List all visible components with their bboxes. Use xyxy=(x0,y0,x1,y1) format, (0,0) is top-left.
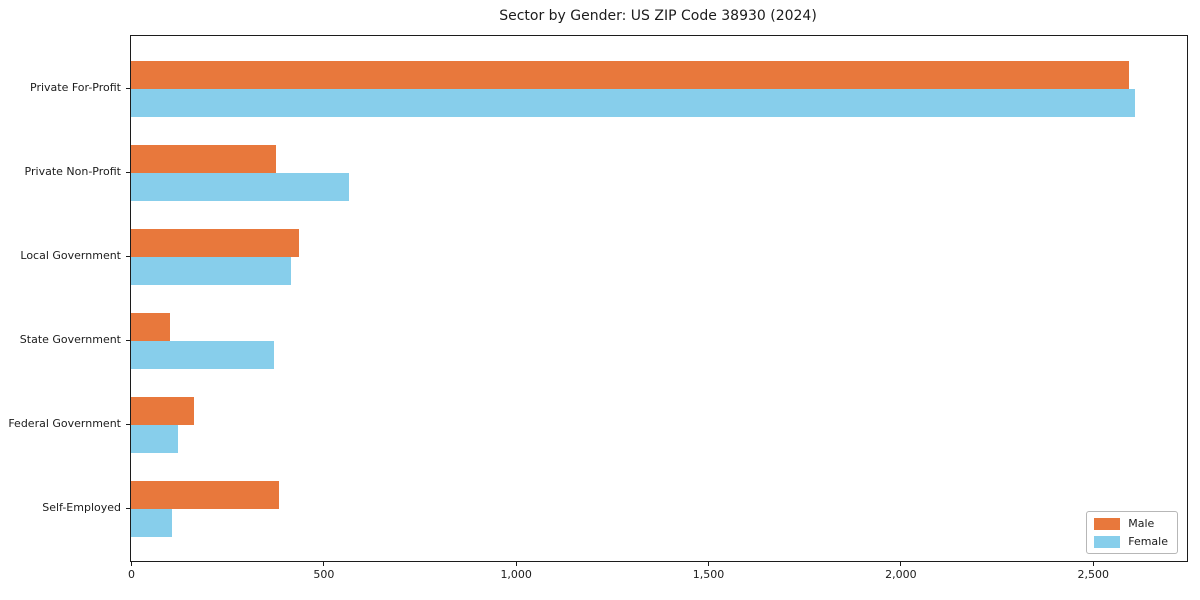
bar-female-3 xyxy=(131,341,275,369)
x-tick-label-5: 2,500 xyxy=(1077,568,1109,581)
x-tick-mark-1 xyxy=(323,561,325,566)
x-tick-mark-3 xyxy=(707,561,710,566)
y-axis-labels: Private For-Profit Private Non-Profit Loca… xyxy=(0,35,121,560)
y-tick-mark-1 xyxy=(126,172,130,174)
legend-label-female: Female xyxy=(1128,535,1168,548)
bar-male-1 xyxy=(131,145,277,173)
bar-male-4 xyxy=(131,397,194,425)
bar-male-5 xyxy=(131,481,280,509)
x-tick-label-0: 0 xyxy=(128,568,135,581)
y-tick-label-1: Private Non-Profit xyxy=(24,165,121,178)
bar-male-2 xyxy=(131,229,299,257)
bar-male-3 xyxy=(131,313,171,341)
x-tick-label-2: 1,000 xyxy=(500,568,532,581)
bar-female-4 xyxy=(131,425,178,453)
bar-female-5 xyxy=(131,509,173,537)
legend: Male Female xyxy=(1086,511,1178,554)
legend-item-male: Male xyxy=(1094,517,1168,530)
bar-male-0 xyxy=(131,61,1130,89)
bar-female-2 xyxy=(131,257,292,285)
y-tick-label-2: Local Government xyxy=(20,249,121,262)
y-tick-label-5: Self-Employed xyxy=(42,501,121,514)
x-tick-label-1: 500 xyxy=(313,568,335,581)
legend-item-female: Female xyxy=(1094,535,1168,548)
y-tick-mark-3 xyxy=(126,340,130,342)
x-tick-mark-4 xyxy=(900,561,902,566)
x-tick-mark-0 xyxy=(130,561,133,566)
y-tick-mark-4 xyxy=(126,424,130,426)
x-tick-mark-5 xyxy=(1092,561,1094,566)
legend-label-male: Male xyxy=(1128,517,1155,530)
bar-female-1 xyxy=(131,173,349,201)
legend-swatch-male-icon xyxy=(1094,517,1121,530)
y-tick-mark-0 xyxy=(126,88,130,90)
legend-swatch-female-icon xyxy=(1094,535,1121,548)
x-tick-mark-2 xyxy=(515,561,517,566)
y-tick-mark-5 xyxy=(126,508,130,510)
x-tick-label-3: 1,500 xyxy=(692,568,725,581)
y-tick-mark-2 xyxy=(126,256,130,258)
y-tick-label-4: Federal Government xyxy=(8,417,121,430)
chart-title: Sector by Gender: US ZIP Code 38930 (202… xyxy=(499,8,817,24)
plot-area: Male Female xyxy=(130,35,1188,562)
y-tick-label-0: Private For-Profit xyxy=(30,81,121,94)
y-tick-label-3: State Government xyxy=(19,333,121,346)
x-tick-label-4: 2,000 xyxy=(885,568,917,581)
bar-female-0 xyxy=(131,89,1136,117)
